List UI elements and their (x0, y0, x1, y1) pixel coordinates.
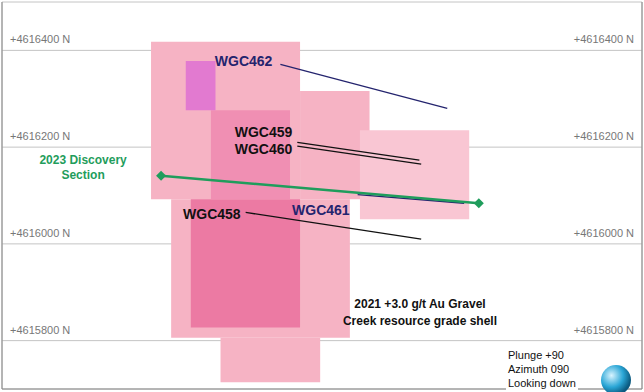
svg-text:2023 DiscoverySection: 2023 DiscoverySection (39, 153, 127, 182)
html-text:Azimuth 090: Azimuth 090 (508, 363, 570, 375)
html-text:Plunge +90: Plunge +90 (508, 349, 564, 361)
svg-text:+4616200 N: +4616200 N (574, 130, 634, 142)
svg-text:+4616200 N: +4616200 N (10, 130, 70, 142)
svg-text:+4615800 N: +4615800 N (574, 324, 634, 336)
svg-text:+4616000 N: +4616000 N (10, 227, 70, 239)
svg-text:WGC461: WGC461 (292, 202, 350, 218)
html-text:2021 +3.0 g/t Au Gravel: 2021 +3.0 g/t Au Gravel (354, 297, 486, 311)
svg-text:+4616400 N: +4616400 N (10, 33, 70, 45)
svg-text:WGC458: WGC458 (183, 206, 241, 222)
svg-text:+4615800 N: +4615800 N (10, 324, 70, 336)
svg-text:+4616400 N: +4616400 N (574, 33, 634, 45)
svg-text:WGC459: WGC459 (235, 124, 293, 140)
svg-text:+4616000 N: +4616000 N (574, 227, 634, 239)
svg-text:WGC462: WGC462 (215, 53, 273, 69)
html-text:Creek resource grade shell: Creek resource grade shell (343, 314, 497, 328)
html-text:Looking down: Looking down (508, 377, 576, 389)
svg-text:WGC460: WGC460 (235, 141, 293, 157)
